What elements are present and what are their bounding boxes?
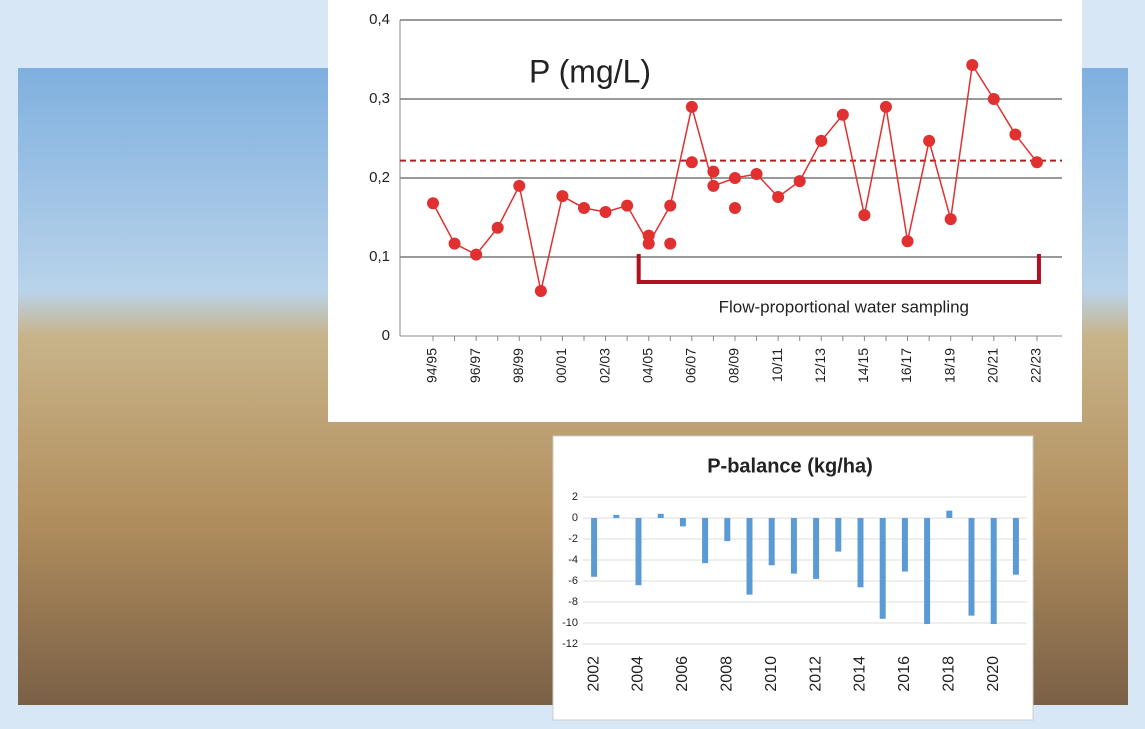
marker	[427, 197, 439, 210]
bar	[924, 518, 931, 625]
marker	[642, 229, 655, 242]
y-tick-label: -8	[568, 596, 578, 608]
y-tick-label: 2	[572, 491, 578, 503]
marker	[448, 237, 461, 250]
marker	[772, 190, 785, 203]
x-tick-label: 20/21	[985, 348, 1001, 383]
y-tick-label: 0,4	[369, 11, 390, 28]
annotation: Flow-proportional water sampling	[719, 297, 969, 316]
marker	[685, 156, 698, 169]
x-tick-label: 2014	[852, 656, 869, 692]
bar	[968, 518, 975, 616]
x-tick-label: 2002	[585, 656, 602, 692]
bar	[635, 518, 642, 586]
y-tick-label: -4	[568, 554, 578, 566]
marker	[987, 93, 1000, 105]
x-tick-label: 2004	[630, 656, 647, 692]
marker	[534, 284, 547, 297]
marker	[513, 179, 526, 192]
x-tick-label: 16/17	[898, 348, 914, 383]
y-tick-label: 0	[572, 512, 578, 524]
marker	[664, 237, 677, 250]
y-tick-label: -2	[568, 533, 578, 545]
x-tick-label: 00/01	[553, 348, 569, 383]
title-backdrop	[492, 50, 917, 98]
bar	[1012, 518, 1019, 575]
x-tick-label: 10/11	[769, 348, 785, 382]
marker	[836, 108, 849, 121]
y-tick-label: -6	[568, 575, 578, 587]
x-tick-label: 2020	[985, 656, 1002, 692]
marker	[707, 179, 720, 192]
bar	[591, 518, 598, 577]
marker	[923, 134, 936, 147]
marker	[858, 209, 871, 222]
bar	[790, 518, 797, 574]
x-tick-label: 06/07	[683, 348, 699, 383]
x-tick-label: 2010	[763, 656, 780, 692]
x-tick-label: 98/99	[510, 348, 526, 383]
marker	[1009, 128, 1022, 141]
bar	[813, 518, 820, 579]
y-tick-label: 0,1	[369, 248, 390, 265]
bar	[613, 514, 620, 518]
x-tick-label: 22/23	[1028, 348, 1044, 383]
x-tick-label: 12/13	[812, 348, 828, 383]
marker	[621, 199, 634, 212]
chart-panel	[552, 435, 1034, 721]
marker	[1030, 156, 1043, 169]
marker	[750, 168, 763, 181]
x-tick-label: 2008	[719, 656, 736, 692]
bar	[901, 518, 908, 572]
bar	[768, 518, 775, 566]
x-tick-label: 94/95	[424, 348, 440, 383]
x-tick-label: 2018	[941, 656, 958, 692]
marker	[879, 100, 892, 113]
bar	[857, 518, 864, 588]
bar	[879, 518, 886, 619]
marker	[728, 202, 741, 215]
marker	[664, 199, 677, 212]
bar	[679, 518, 686, 527]
x-tick-label: 2016	[896, 656, 913, 692]
x-tick-label: 2006	[674, 656, 691, 692]
bar	[702, 518, 709, 564]
marker	[599, 205, 612, 218]
bracket	[636, 254, 1041, 284]
y-tick-label: 0,3	[369, 90, 390, 107]
marker	[491, 221, 504, 234]
marker	[577, 202, 590, 215]
bar	[657, 513, 664, 518]
marker	[470, 248, 483, 261]
x-tick-label: 08/09	[726, 348, 742, 383]
y-tick-label: 0,2	[369, 169, 390, 186]
x-tick-label: 14/15	[855, 348, 871, 383]
y-tick-label: 0	[382, 327, 390, 344]
bar	[946, 510, 953, 518]
marker	[901, 235, 914, 248]
x-tick-label: 04/05	[639, 348, 655, 383]
marker	[815, 134, 828, 147]
chart-title: P (mg/L)	[529, 53, 651, 89]
x-tick-label: 18/19	[941, 348, 957, 383]
x-tick-label: 02/03	[596, 348, 612, 383]
bar	[746, 518, 753, 595]
bar	[835, 518, 842, 552]
marker	[793, 175, 806, 188]
marker	[556, 190, 569, 203]
y-tick-label: -10	[562, 617, 578, 629]
marker	[966, 59, 979, 72]
y-tick-label: -12	[562, 638, 578, 650]
chart-title: P-balance (kg/ha)	[707, 455, 873, 477]
bar	[990, 518, 997, 625]
marker	[707, 165, 720, 178]
x-tick-label: 2012	[807, 656, 824, 692]
marker	[944, 213, 957, 226]
x-tick-label: 96/97	[467, 348, 483, 383]
marker	[728, 172, 741, 184]
marker	[685, 100, 698, 113]
bar	[724, 518, 731, 542]
